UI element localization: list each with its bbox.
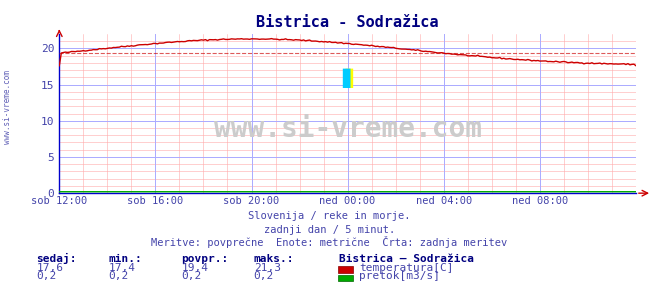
Text: maks.:: maks.: <box>254 254 294 264</box>
Text: 0,2: 0,2 <box>181 271 202 281</box>
Text: Slovenija / reke in morje.: Slovenija / reke in morje. <box>248 212 411 221</box>
Text: Bistrica – Sodražica: Bistrica – Sodražica <box>339 254 474 264</box>
Text: 17,4: 17,4 <box>109 263 136 273</box>
Text: min.:: min.: <box>109 254 142 264</box>
Text: zadnji dan / 5 minut.: zadnji dan / 5 minut. <box>264 225 395 235</box>
Text: 17,6: 17,6 <box>36 263 63 273</box>
Text: www.si-vreme.com: www.si-vreme.com <box>214 115 482 144</box>
Text: 0,2: 0,2 <box>109 271 129 281</box>
Text: 0,2: 0,2 <box>36 271 57 281</box>
Text: ▌: ▌ <box>342 69 357 88</box>
Text: 0,2: 0,2 <box>254 271 274 281</box>
Text: povpr.:: povpr.: <box>181 254 229 264</box>
Text: pretok[m3/s]: pretok[m3/s] <box>359 271 440 281</box>
Text: ▐: ▐ <box>337 69 353 88</box>
Text: temperatura[C]: temperatura[C] <box>359 263 453 273</box>
Text: 21,3: 21,3 <box>254 263 281 273</box>
Text: sedaj:: sedaj: <box>36 253 76 264</box>
Text: 19,4: 19,4 <box>181 263 208 273</box>
Text: www.si-vreme.com: www.si-vreme.com <box>3 70 13 144</box>
Text: Meritve: povprečne  Enote: metrične  Črta: zadnja meritev: Meritve: povprečne Enote: metrične Črta:… <box>152 236 507 248</box>
Title: Bistrica - Sodražica: Bistrica - Sodražica <box>256 15 439 30</box>
